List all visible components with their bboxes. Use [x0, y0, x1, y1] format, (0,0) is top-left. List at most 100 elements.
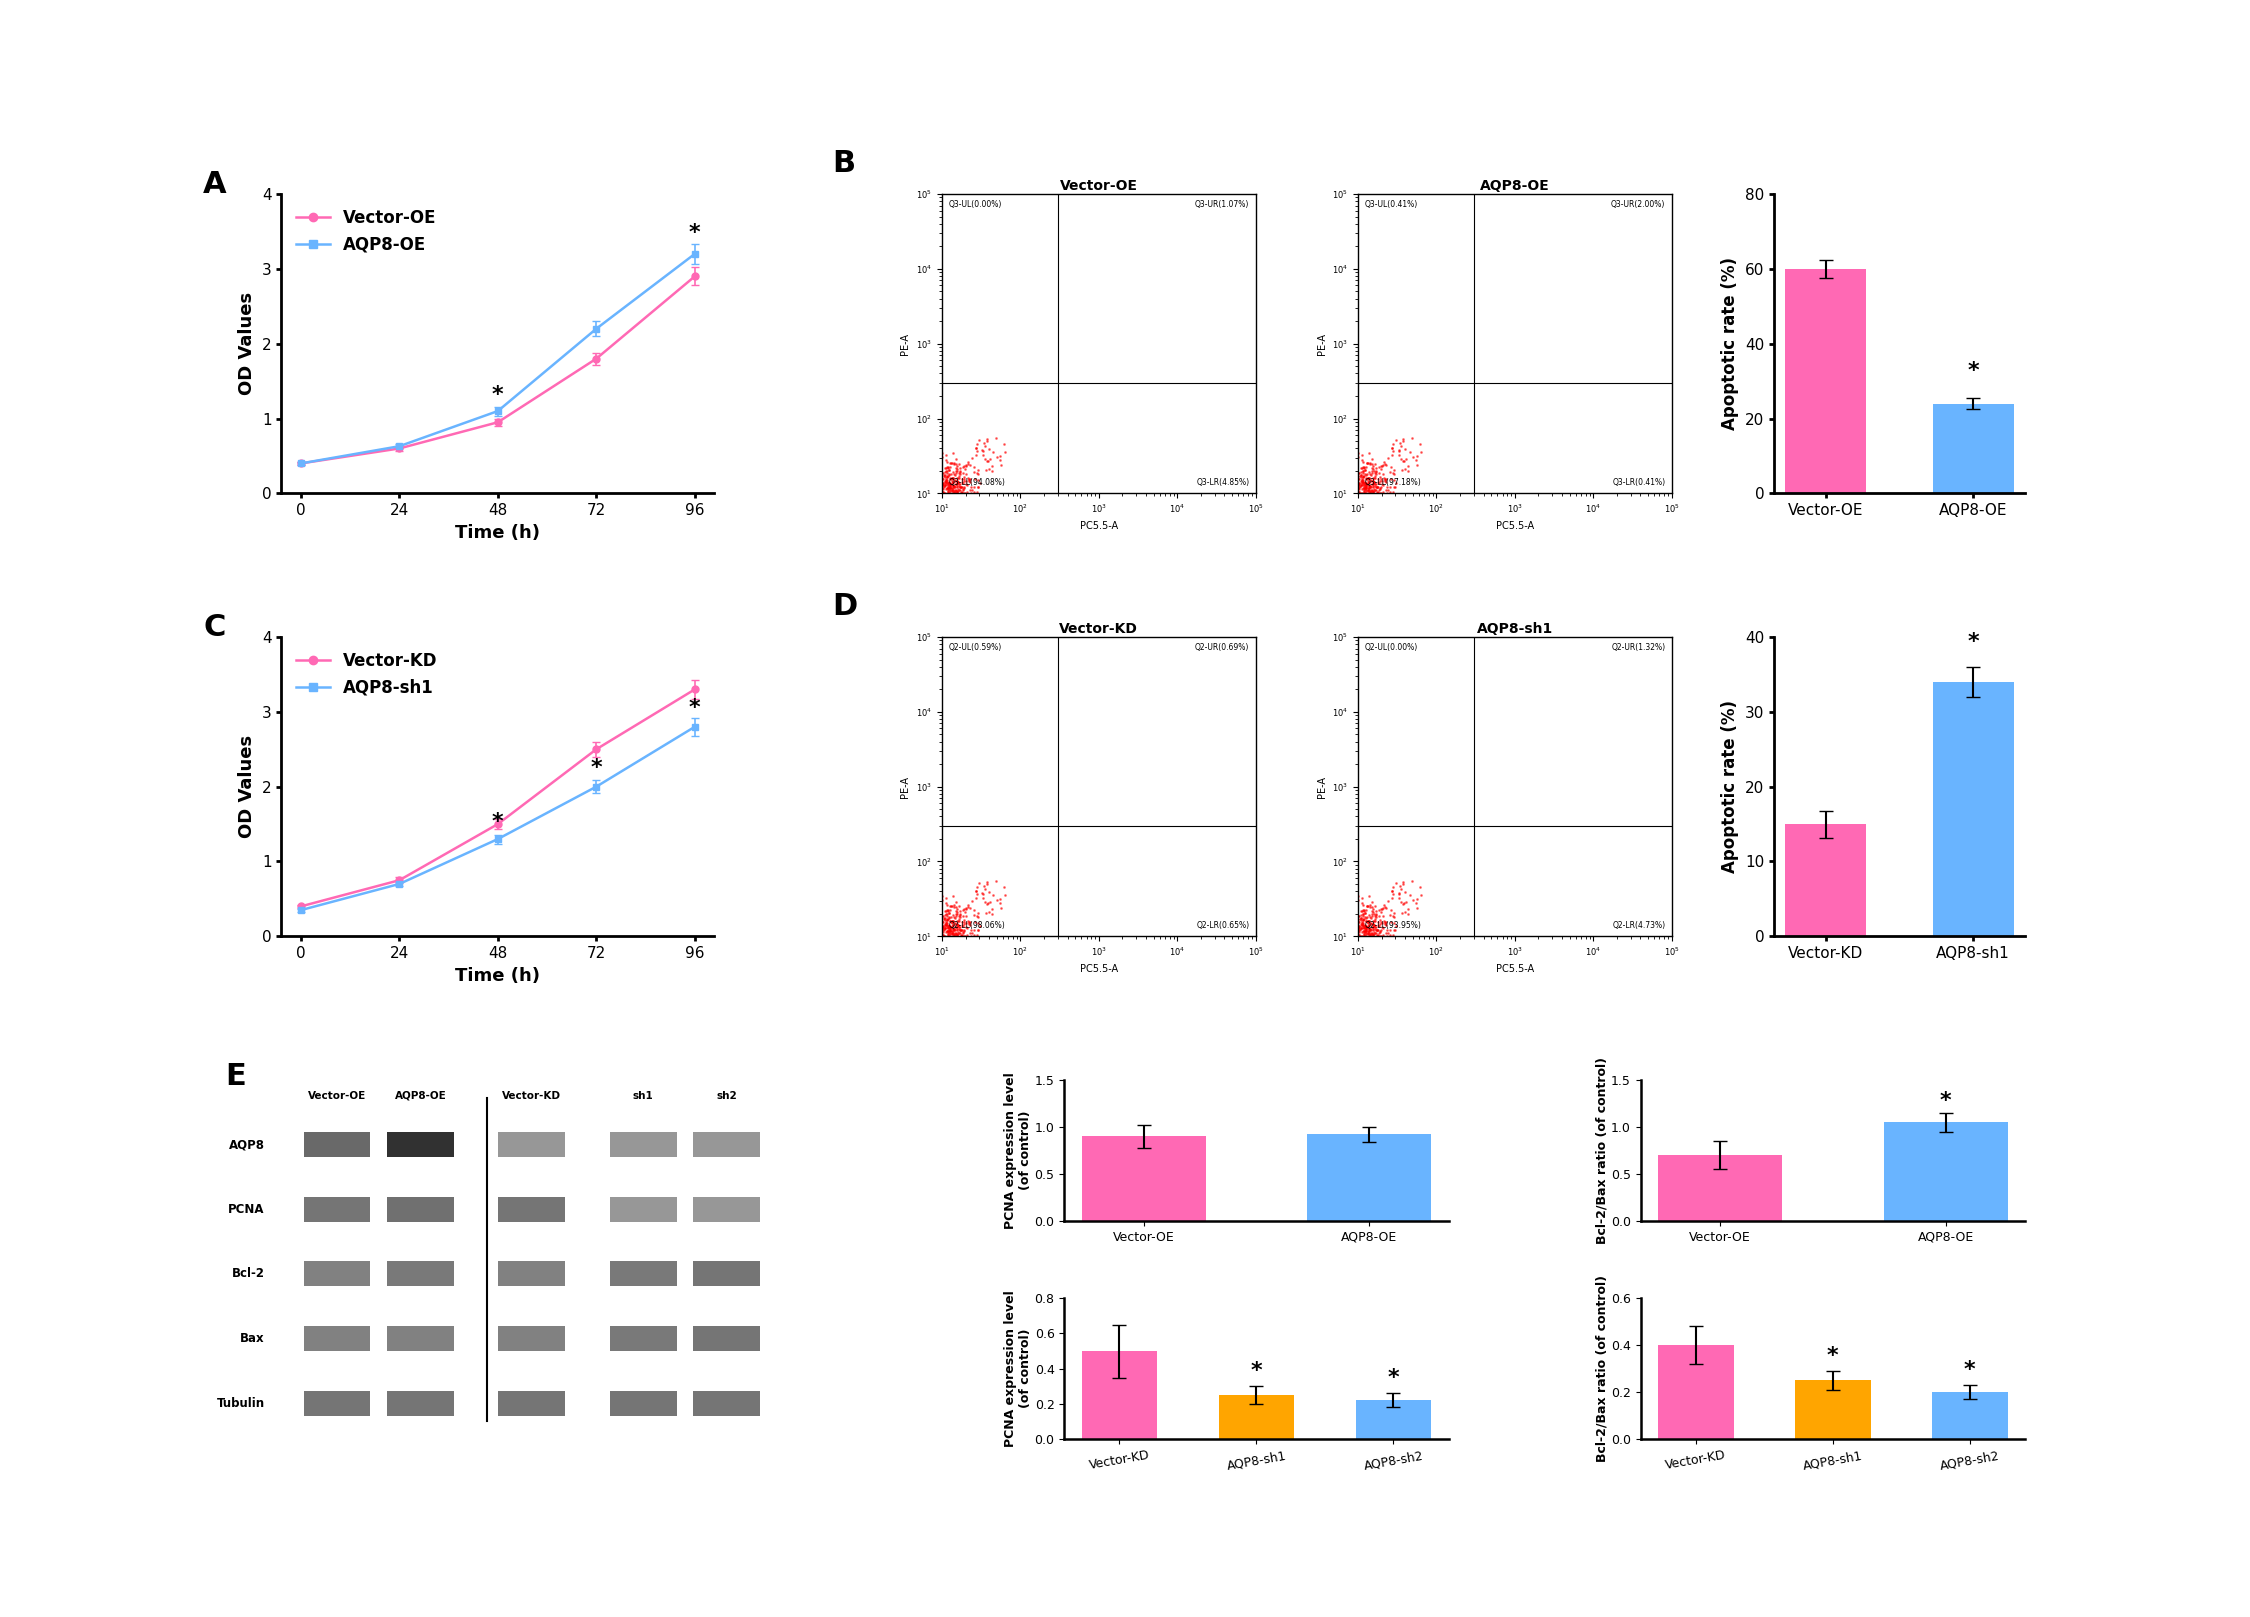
Bar	[610, 1391, 677, 1416]
Point	[927, 498, 963, 524]
Point	[896, 462, 931, 488]
Point	[936, 469, 972, 495]
Point	[1377, 917, 1413, 943]
Point	[1354, 477, 1390, 503]
Point	[1332, 906, 1368, 931]
Point	[940, 482, 976, 508]
Point	[922, 477, 958, 503]
Point	[902, 893, 938, 918]
Point	[1366, 493, 1402, 519]
Point	[1350, 922, 1386, 948]
Bar	[1658, 1155, 1782, 1221]
Point	[1352, 482, 1388, 508]
Point	[934, 487, 970, 513]
Point	[1328, 467, 1364, 493]
Point	[940, 492, 976, 517]
Point	[918, 469, 954, 495]
Point	[934, 915, 970, 941]
Point	[1341, 471, 1377, 496]
Point	[927, 897, 963, 923]
Point	[1334, 927, 1370, 952]
Point	[1341, 466, 1377, 492]
Point	[970, 448, 1006, 474]
Point	[925, 912, 961, 938]
Point	[1336, 474, 1372, 500]
Point	[1346, 928, 1382, 954]
Point	[965, 881, 1001, 907]
Point	[1352, 474, 1388, 500]
Point	[916, 475, 952, 501]
Point	[1339, 927, 1375, 952]
Point	[1341, 472, 1377, 498]
Point	[1343, 480, 1379, 506]
Point	[922, 477, 958, 503]
Point	[938, 899, 974, 925]
Point	[925, 915, 961, 941]
Point	[1375, 438, 1411, 464]
Point	[1368, 912, 1404, 938]
Point	[927, 936, 963, 962]
Point	[1368, 469, 1404, 495]
Point	[938, 901, 974, 927]
Point	[925, 474, 961, 500]
Point	[927, 930, 963, 956]
Point	[1330, 928, 1366, 954]
Point	[1328, 923, 1364, 949]
Point	[920, 498, 956, 524]
Point	[914, 482, 950, 508]
Point	[1343, 941, 1379, 967]
Point	[938, 922, 974, 948]
Point	[952, 912, 988, 938]
Point	[1354, 501, 1390, 527]
Point	[914, 910, 950, 936]
Point	[932, 469, 968, 495]
Point	[920, 923, 956, 949]
Point	[1343, 472, 1379, 498]
Point	[886, 883, 922, 909]
Point	[914, 469, 950, 495]
Point	[1352, 923, 1388, 949]
Point	[938, 925, 974, 951]
Point	[938, 501, 974, 527]
Point	[1375, 487, 1411, 513]
Legend: Vector-OE, AQP8-OE: Vector-OE, AQP8-OE	[290, 202, 443, 260]
Point	[1336, 915, 1372, 941]
Point	[1375, 435, 1411, 461]
Point	[1348, 915, 1384, 941]
Point	[950, 482, 986, 508]
Point	[1348, 474, 1384, 500]
Point	[932, 909, 968, 935]
Bar	[387, 1326, 454, 1352]
Point	[1350, 925, 1386, 951]
Bar	[1796, 1381, 1870, 1439]
Point	[920, 480, 956, 506]
Point	[1336, 899, 1372, 925]
Point	[911, 923, 947, 949]
Point	[965, 430, 1001, 456]
Point	[916, 495, 952, 521]
Point	[1348, 925, 1384, 951]
Point	[932, 918, 968, 944]
Point	[1357, 907, 1393, 933]
Point	[932, 930, 968, 956]
Point	[1354, 914, 1390, 939]
Point	[918, 482, 954, 508]
Point	[920, 891, 956, 917]
Point	[934, 471, 970, 496]
Point	[1390, 458, 1426, 483]
Point	[958, 435, 994, 461]
Point	[1354, 492, 1390, 517]
Point	[1321, 485, 1357, 511]
Point	[900, 927, 936, 952]
Point	[1321, 496, 1357, 522]
Point	[1357, 894, 1393, 920]
Point	[904, 939, 940, 965]
Point	[1343, 487, 1379, 513]
Point	[1388, 456, 1424, 482]
Point	[1332, 477, 1368, 503]
Point	[1361, 477, 1397, 503]
Point	[1359, 474, 1395, 500]
Point	[932, 899, 968, 925]
Point	[943, 917, 979, 943]
Point	[950, 461, 986, 487]
